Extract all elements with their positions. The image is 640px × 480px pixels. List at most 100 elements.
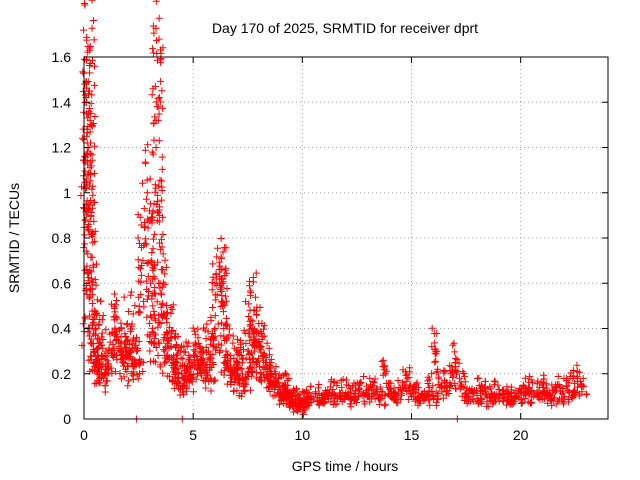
data-point-cluster: [432, 357, 440, 365]
data-point-cluster: [326, 383, 334, 391]
data-point-cluster: [217, 281, 225, 289]
data-point-cluster: [220, 371, 228, 379]
data-point-cluster: [233, 350, 241, 358]
data-point-cluster: [148, 338, 156, 346]
data-point-cluster: [113, 296, 121, 304]
data-point-cluster: [186, 364, 194, 372]
data-point-cluster: [263, 339, 271, 347]
data-point-cluster: [151, 315, 159, 323]
data-point-cluster: [256, 304, 264, 312]
data-point-cluster: [556, 388, 564, 396]
data-point-cluster: [565, 388, 573, 396]
data-point-cluster: [212, 344, 220, 352]
data-point-cluster: [461, 378, 469, 386]
data-point-cluster: [88, 91, 96, 99]
data-point-cluster: [379, 356, 387, 364]
y-tick-label: 0.4: [52, 321, 72, 337]
data-point-cluster: [573, 383, 581, 391]
data-point-cluster: [226, 372, 234, 380]
data-point-cluster: [431, 339, 439, 347]
data-point-cluster: [81, 1, 89, 9]
data-point-cluster: [553, 386, 561, 394]
data-point: [209, 358, 217, 366]
data-point-cluster: [208, 363, 216, 371]
data-point-cluster: [460, 372, 468, 380]
data-point-cluster: [248, 359, 256, 367]
data-point-cluster: [101, 382, 109, 390]
data-point-cluster: [229, 339, 237, 347]
data-point-cluster: [113, 315, 121, 323]
data-point-cluster: [402, 378, 410, 386]
data-point-cluster: [90, 81, 98, 89]
data-point-cluster: [435, 375, 443, 383]
data-point-cluster: [551, 394, 558, 402]
data-point-cluster: [489, 400, 497, 408]
data-point-cluster: [503, 383, 511, 391]
data-point-cluster: [149, 150, 157, 158]
data-point-cluster: [79, 125, 87, 133]
data-point-cluster: [195, 361, 203, 369]
data-point-cluster: [251, 325, 259, 333]
data-point-cluster: [261, 376, 269, 384]
data-point-cluster: [271, 370, 279, 378]
data-point-cluster: [334, 394, 342, 402]
data-point-cluster: [315, 381, 323, 389]
data-point-cluster: [188, 373, 196, 381]
data-point-cluster: [183, 342, 191, 350]
data-point-cluster: [181, 348, 189, 356]
data-point-cluster: [535, 393, 543, 401]
data-point-cluster: [148, 219, 156, 227]
data-point: [92, 325, 100, 332]
data-point-cluster: [547, 392, 555, 400]
data-point-cluster: [304, 399, 312, 407]
data-point-cluster: [360, 397, 368, 405]
chart-title: Day 170 of 2025, SRMTID for receiver dpr…: [212, 20, 478, 36]
data-point-cluster: [169, 327, 177, 335]
data-point-cluster: [90, 311, 98, 319]
data-point-cluster: [566, 373, 574, 381]
data-point-cluster: [91, 62, 99, 70]
grid-layer: [84, 57, 608, 419]
data-point-cluster: [286, 403, 294, 411]
data-point-cluster: [128, 344, 136, 352]
data-point-cluster: [394, 377, 402, 384]
y-axis-label: SRMTID / TECUs: [6, 183, 22, 293]
data-point-cluster: [370, 382, 378, 390]
data-point-cluster: [260, 349, 268, 357]
data-point-cluster: [274, 379, 282, 387]
data-point-cluster: [407, 390, 415, 398]
x-tick-label: 0: [80, 427, 88, 443]
data-point-cluster: [257, 368, 265, 376]
data-point-cluster: [216, 265, 224, 273]
data-point-cluster: [208, 286, 216, 294]
data-point-cluster: [245, 312, 253, 320]
x-tick-label: 5: [189, 427, 197, 443]
data-point-cluster: [412, 396, 420, 404]
data-point-cluster: [81, 315, 89, 323]
data-point-cluster: [146, 347, 154, 355]
data-point-cluster: [193, 353, 201, 361]
data-point-cluster: [507, 388, 515, 396]
data-point-cluster: [89, 228, 97, 236]
data-point-cluster: [453, 356, 461, 364]
data-point-cluster: [197, 355, 205, 363]
data-point-cluster: [84, 122, 92, 130]
data-point: [154, 103, 162, 111]
data-point-cluster: [242, 354, 250, 362]
data-point-cluster: [134, 375, 142, 383]
data-point-cluster: [158, 153, 166, 161]
data-point-cluster: [79, 134, 87, 142]
data-point-cluster: [148, 295, 156, 303]
data-point-cluster: [339, 375, 347, 383]
data-point-cluster: [219, 248, 227, 256]
data-point-cluster: [207, 313, 215, 321]
data-point: [250, 306, 258, 314]
data-point-cluster: [86, 128, 94, 136]
data-point-cluster: [563, 382, 571, 390]
data-point-cluster: [466, 387, 474, 395]
data-point-cluster: [154, 338, 162, 346]
data-point-cluster: [526, 372, 534, 380]
data-point-cluster: [148, 91, 156, 99]
data-points: [77, 0, 591, 423]
data-point-cluster: [379, 371, 387, 379]
